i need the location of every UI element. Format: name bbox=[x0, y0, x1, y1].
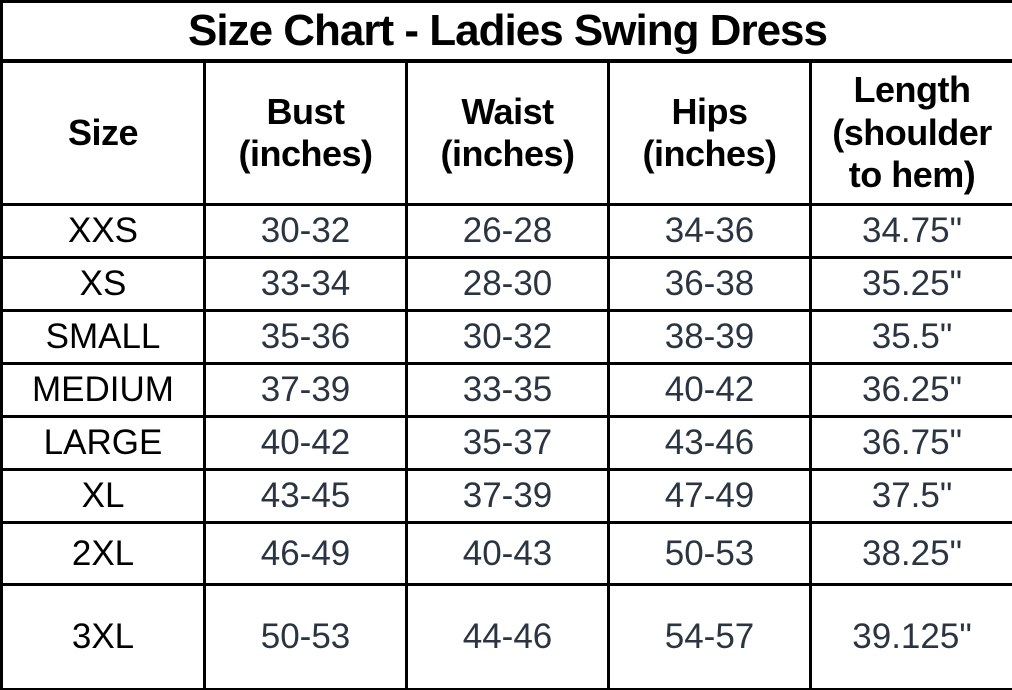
waist-cell: 44-46 bbox=[405, 583, 610, 690]
size-cell: LARGE bbox=[0, 415, 206, 471]
hips-cell: 54-57 bbox=[607, 583, 812, 690]
size-cell: 2XL bbox=[0, 521, 206, 586]
waist-cell: 40-43 bbox=[405, 521, 610, 586]
bust-cell: 35-36 bbox=[203, 309, 408, 365]
column-header-size: Size bbox=[0, 59, 206, 206]
length-cell: 35.5" bbox=[808, 309, 1012, 365]
bust-cell: 46-49 bbox=[203, 521, 408, 586]
length-cell: 37.5" bbox=[808, 468, 1012, 524]
hips-cell: 43-46 bbox=[607, 415, 812, 471]
hips-cell: 38-39 bbox=[607, 309, 812, 365]
table-row: XXS 30-32 26-28 34-36 34.75" bbox=[0, 203, 1012, 259]
bust-cell: 30-32 bbox=[203, 203, 408, 259]
size-cell: XL bbox=[0, 468, 206, 524]
waist-cell: 37-39 bbox=[405, 468, 610, 524]
waist-cell: 28-30 bbox=[405, 256, 610, 312]
header-row: Size Bust (inches) Waist (inches) Hips (… bbox=[0, 59, 1012, 206]
column-header-hips: Hips (inches) bbox=[607, 59, 812, 206]
length-cell: 35.25" bbox=[808, 256, 1012, 312]
bust-cell: 40-42 bbox=[203, 415, 408, 471]
hips-cell: 36-38 bbox=[607, 256, 812, 312]
title-row: Size Chart - Ladies Swing Dress bbox=[0, 0, 1012, 63]
table-row: XL 43-45 37-39 47-49 37.5" bbox=[0, 468, 1012, 524]
column-header-length: Length (shoulder to hem) bbox=[808, 59, 1012, 206]
length-cell: 36.25" bbox=[808, 362, 1012, 418]
waist-cell: 30-32 bbox=[405, 309, 610, 365]
chart-title: Size Chart - Ladies Swing Dress bbox=[0, 0, 1012, 63]
waist-cell: 33-35 bbox=[405, 362, 610, 418]
hips-cell: 34-36 bbox=[607, 203, 812, 259]
length-cell: 39.125" bbox=[808, 583, 1012, 690]
table-row: MEDIUM 37-39 33-35 40-42 36.25" bbox=[0, 362, 1012, 418]
hips-cell: 40-42 bbox=[607, 362, 812, 418]
table-row: XS 33-34 28-30 36-38 35.25" bbox=[0, 256, 1012, 312]
table-row: LARGE 40-42 35-37 43-46 36.75" bbox=[0, 415, 1012, 471]
waist-cell: 35-37 bbox=[405, 415, 610, 471]
table-row: 2XL 46-49 40-43 50-53 38.25" bbox=[0, 521, 1012, 586]
size-cell: XXS bbox=[0, 203, 206, 259]
bust-cell: 37-39 bbox=[203, 362, 408, 418]
length-cell: 34.75" bbox=[808, 203, 1012, 259]
table-row: SMALL 35-36 30-32 38-39 35.5" bbox=[0, 309, 1012, 365]
size-cell: MEDIUM bbox=[0, 362, 206, 418]
bust-cell: 43-45 bbox=[203, 468, 408, 524]
hips-cell: 47-49 bbox=[607, 468, 812, 524]
table-row: 3XL 50-53 44-46 54-57 39.125" bbox=[0, 583, 1012, 690]
size-cell: 3XL bbox=[0, 583, 206, 690]
bust-cell: 33-34 bbox=[203, 256, 408, 312]
length-cell: 36.75" bbox=[808, 415, 1012, 471]
size-cell: SMALL bbox=[0, 309, 206, 365]
waist-cell: 26-28 bbox=[405, 203, 610, 259]
length-cell: 38.25" bbox=[808, 521, 1012, 586]
hips-cell: 50-53 bbox=[607, 521, 812, 586]
column-header-bust: Bust (inches) bbox=[203, 59, 408, 206]
bust-cell: 50-53 bbox=[203, 583, 408, 690]
size-cell: XS bbox=[0, 256, 206, 312]
column-header-waist: Waist (inches) bbox=[405, 59, 610, 206]
